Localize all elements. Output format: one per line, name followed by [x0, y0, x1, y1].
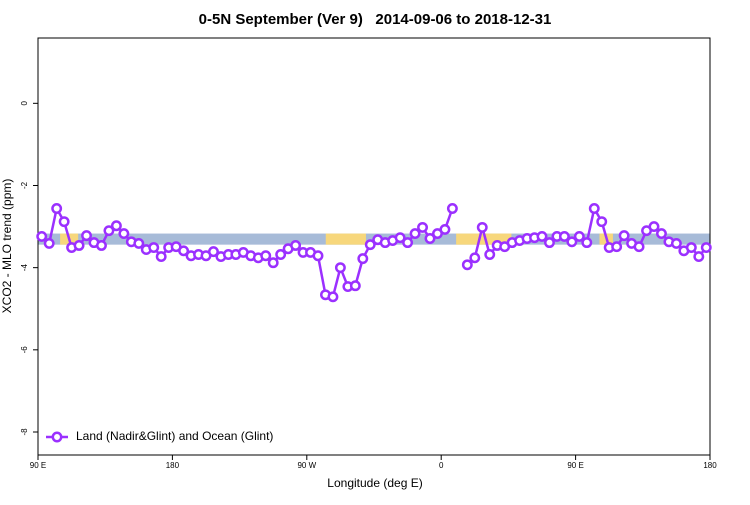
data-point [476, 221, 488, 233]
chart-title: 0-5N September (Ver 9) 2014-09-06 to 201… [199, 11, 552, 28]
data-point [544, 237, 555, 249]
x-tick-label: 90 W [297, 461, 316, 470]
y-tick-label: 0 [20, 101, 29, 106]
data-point [312, 250, 324, 262]
y-tick-label: -2 [20, 181, 29, 189]
x-axis-label: Longitude (deg E) [327, 476, 422, 490]
data-point [51, 203, 63, 214]
data-point [290, 240, 302, 251]
data-point [648, 221, 660, 233]
data-point [573, 230, 585, 242]
data-point [633, 241, 645, 253]
x-tick-label: 180 [703, 461, 717, 470]
data-point [357, 253, 369, 265]
data-point [43, 237, 55, 249]
data-point [566, 236, 578, 248]
data-point [656, 228, 667, 240]
data-point [96, 240, 107, 251]
data-point [611, 241, 623, 253]
data-point [364, 239, 376, 251]
data-point [103, 225, 115, 237]
data-point [349, 280, 361, 292]
x-tick-label: 0 [439, 461, 444, 470]
data-point [685, 242, 697, 253]
data-point [484, 249, 496, 260]
data-point [58, 216, 70, 228]
data-point [417, 221, 428, 233]
data-point [327, 291, 339, 303]
data-point [439, 224, 451, 235]
data-point [110, 220, 122, 232]
data-point [155, 251, 167, 263]
data-point [581, 237, 593, 249]
data-point [394, 232, 406, 244]
data-point [461, 259, 473, 271]
data-point [81, 230, 92, 242]
data-point [36, 230, 48, 242]
legend-label: Land (Nadir&Glint) and Ocean (Glint) [76, 429, 273, 443]
land-band [325, 233, 366, 245]
y-tick-label: -4 [20, 264, 29, 272]
land-band [456, 233, 512, 245]
data-point [558, 230, 570, 242]
x-tick-label: 90 E [567, 461, 583, 470]
y-tick-label: -8 [20, 428, 29, 436]
data-point [618, 230, 630, 242]
data-point [402, 237, 414, 249]
data-point [446, 203, 458, 214]
y-tick-label: -6 [20, 346, 29, 354]
data-point [275, 249, 287, 260]
data-point [536, 230, 548, 242]
data-point [588, 203, 600, 214]
data-point [73, 240, 85, 251]
x-tick-label: 180 [166, 461, 180, 470]
data-point [596, 216, 608, 228]
data-point [148, 242, 160, 253]
data-point [700, 242, 712, 253]
data-point [469, 252, 481, 264]
data-point [178, 245, 190, 257]
y-axis-label: XCO2 - MLO trend (ppm) [0, 179, 14, 314]
data-point [208, 246, 219, 258]
x-tick-label: 90 E [30, 461, 46, 470]
data-point [133, 237, 145, 249]
data-point [409, 228, 421, 240]
data-point [118, 228, 130, 240]
data-point [260, 250, 272, 262]
legend-marker [51, 431, 63, 443]
data-point [267, 257, 279, 269]
data-point [693, 251, 705, 263]
data-point [424, 233, 436, 244]
data-point [334, 262, 346, 274]
data-point [670, 237, 682, 249]
